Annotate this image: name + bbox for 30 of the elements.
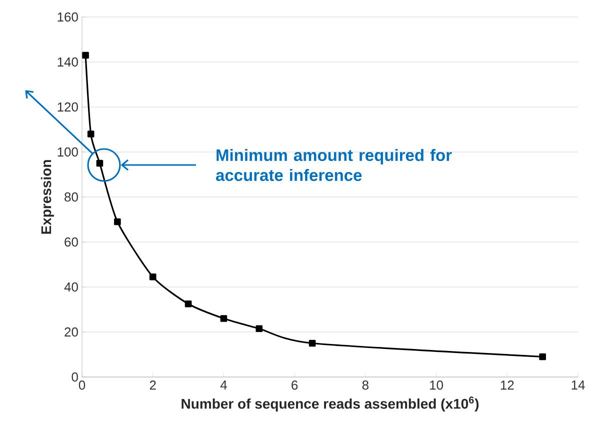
x-tick-label: 4	[220, 380, 227, 390]
point	[220, 315, 228, 322]
y-tick-label: 40	[64, 282, 78, 292]
x-tick-label: 6	[292, 380, 298, 390]
x-tick-label: 8	[362, 380, 368, 390]
point	[96, 160, 104, 167]
y-tick-label: 120	[58, 102, 78, 112]
x-tick-label: 12	[500, 380, 514, 390]
x-tick-label: 0	[78, 380, 86, 390]
point	[149, 273, 156, 280]
point	[87, 130, 94, 138]
point	[114, 218, 121, 226]
point	[539, 353, 546, 360]
y-tick-label: 160	[58, 12, 78, 22]
y-tick-label: 20	[64, 327, 78, 337]
annotation: Minimum amount required for accurate inference	[216, 148, 452, 182]
y-axis-title: Expression	[40, 160, 54, 234]
y-tick-label: 140	[58, 57, 78, 67]
point	[184, 300, 192, 308]
point	[308, 340, 316, 347]
x-tick-label: 2	[150, 380, 156, 390]
x-axis-title: Number of sequence reads assembled (x10$^{6}$)	[182, 396, 479, 412]
point	[256, 325, 263, 332]
point	[82, 52, 89, 59]
x-tick-label: 10	[430, 380, 444, 390]
x-tick-label: 14	[572, 380, 585, 390]
y-tick-label: 100	[58, 147, 78, 157]
y-tick-label: 80	[64, 192, 78, 202]
y-tick-label: 60	[64, 237, 78, 247]
y-tick-label: 0	[72, 372, 78, 382]
